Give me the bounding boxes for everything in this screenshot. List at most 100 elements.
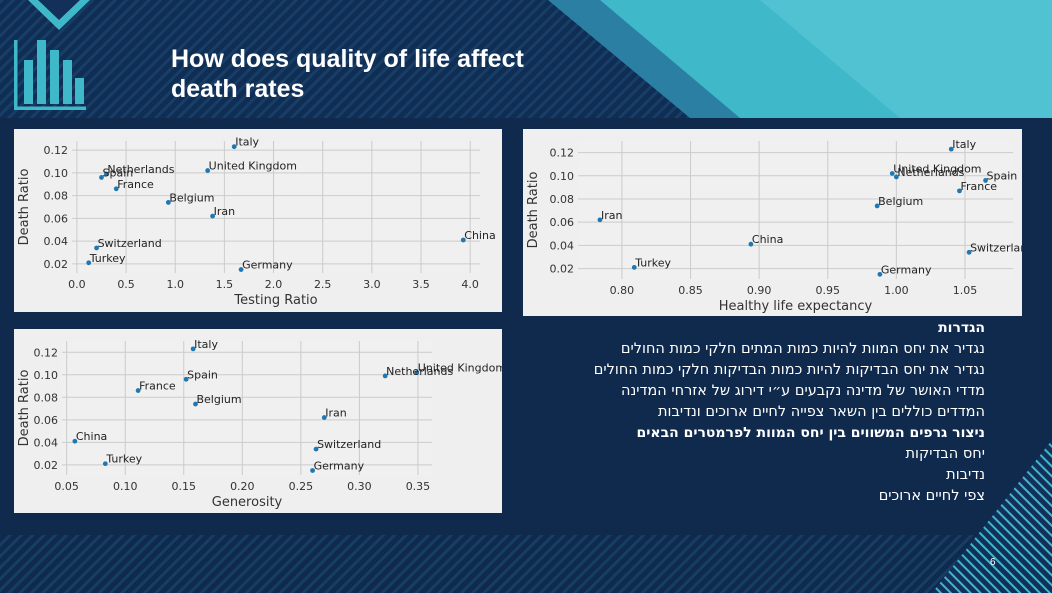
chart-0-x-tick-label: 4.0 xyxy=(461,278,479,291)
chart-0-point xyxy=(205,168,211,173)
chart-0-x-tick-label: 1.5 xyxy=(216,278,234,291)
chart-1-point-label: China xyxy=(752,233,783,246)
chart-1-y-axis-label: Death Ratio xyxy=(526,172,541,249)
chart-2-point-label: Turkey xyxy=(105,453,142,466)
chart-2-y-tick-label: 0.08 xyxy=(34,391,59,404)
chart-2-x-tick-label: 0.25 xyxy=(289,480,314,493)
chart-life-expectancy: 0.80 0.85 0.90 0.95 1.00 1.05 0.02 0.04 0.06 0.08… xyxy=(523,129,1022,316)
chart-2-point-label: France xyxy=(139,380,176,393)
chart-2-point xyxy=(382,373,388,379)
page-title: How does quality of life affect death ra… xyxy=(171,44,551,104)
chart-1-x-axis-label: Healthy life expectancy xyxy=(719,299,873,314)
param-item: צפי לחיים ארוכים xyxy=(878,488,985,504)
scatter-plot-testing: 0.0 0.5 1.0 1.5 2.0 2.5 3.0 3.5 4.0 0.02 0.04 0.06 0… xyxy=(14,129,502,312)
chart-1-point xyxy=(889,171,895,176)
chart-2-point xyxy=(414,370,420,375)
chart-0-point-label: Belgium xyxy=(169,191,214,204)
chart-2-point-label: United Kingdom xyxy=(418,362,502,375)
chart-0-y-tick-label: 0.08 xyxy=(44,190,69,203)
definition-line: נגדיר את יחס המוות להיות כמות המתים חלקי… xyxy=(620,341,985,357)
definition-line: המדדים כוללים בין השאר צפייה לחיים ארוכי… xyxy=(657,404,985,420)
chart-2-point-label: Germany xyxy=(314,459,365,472)
chart-0-y-tick-label: 0.10 xyxy=(44,167,69,180)
chart-0-point-label: Spain xyxy=(102,166,133,179)
chart-1-y-tick-label: 0.02 xyxy=(550,263,575,276)
chart-0-x-tick-label: 0.5 xyxy=(117,278,135,291)
definitions-heading: הגדרות xyxy=(938,320,985,336)
chart-2-point xyxy=(190,346,196,352)
chart-2-x-axis-label: Generosity xyxy=(212,495,283,510)
chart-testing-ratio: 0.0 0.5 1.0 1.5 2.0 2.5 3.0 3.5 4.0 0.02 0.04 0.06 0… xyxy=(14,129,502,312)
chart-0-y-axis-label: Death Ratio xyxy=(17,169,32,246)
chart-0-point xyxy=(238,267,244,272)
chart-0-y-tick-label: 0.06 xyxy=(44,212,69,225)
chart-1-y-tick-label: 0.06 xyxy=(550,216,575,229)
chart-2-point-label: Belgium xyxy=(196,393,241,406)
chart-0-point xyxy=(165,200,171,205)
chart-1-x-tick-label: 1.00 xyxy=(884,284,909,297)
chart-1-x-tick-label: 1.05 xyxy=(953,284,978,297)
chart-0-point-label: Turkey xyxy=(89,252,126,265)
chart-2-point-label: Spain xyxy=(187,368,218,381)
chart-2-point xyxy=(193,401,198,407)
chart-2-point-label: Iran xyxy=(325,407,347,420)
chart-0-point-label: Germany xyxy=(242,259,293,272)
chart-0-point xyxy=(104,171,109,177)
chart-1-point xyxy=(597,217,603,223)
chart-1-point-label: France xyxy=(960,180,997,193)
chart-1-point-label: Belgium xyxy=(878,195,923,208)
chart-0-x-tick-label: 3.0 xyxy=(363,278,381,291)
chart-2-y-tick-label: 0.12 xyxy=(34,346,59,359)
chart-0-point-label: Italy xyxy=(235,136,259,149)
chart-0-y-tick-label: 0.04 xyxy=(44,235,69,248)
chart-1-x-tick-label: 0.95 xyxy=(815,284,840,297)
chart-0-point xyxy=(460,237,466,243)
chart-2-point xyxy=(321,415,327,420)
chart-2-point xyxy=(102,461,108,467)
chart-1-point-label: Iran xyxy=(601,209,623,222)
chart-1-point xyxy=(631,265,637,270)
title-line-2: death rates xyxy=(171,75,305,103)
chart-2-y-tick-label: 0.04 xyxy=(34,436,59,449)
chart-2-point xyxy=(310,468,315,473)
chart-2-point xyxy=(183,376,189,382)
chart-1-x-tick-label: 0.80 xyxy=(610,284,635,297)
chart-0-point-label: Switzerland xyxy=(98,237,162,250)
chart-0-point-label: Iran xyxy=(214,205,236,218)
chart-0-point xyxy=(99,175,104,180)
definition-line: נגדיר את יחס הבדיקות להיות כמות הבדיקות … xyxy=(593,362,985,378)
chart-2-y-tick-label: 0.10 xyxy=(34,369,59,382)
graphs-heading: ניצור גרפים המשווים בין יחס המוות לפרמטר… xyxy=(636,425,985,441)
chart-1-y-tick-label: 0.04 xyxy=(550,239,575,252)
chart-1-plot-area xyxy=(578,141,1013,279)
chart-1-point xyxy=(983,178,988,183)
chart-0-x-tick-label: 2.5 xyxy=(314,278,332,291)
chart-1-point-label: United Kingdom xyxy=(893,162,981,175)
param-item: יחס הבדיקות xyxy=(905,446,985,462)
chart-1-point-label: Spain xyxy=(987,169,1018,182)
scatter-plot-life-expectancy: 0.80 0.85 0.90 0.95 1.00 1.05 0.02 0.04 0.06 0.08… xyxy=(523,129,1022,316)
chart-0-point xyxy=(231,144,237,150)
chart-2-plot-area xyxy=(62,341,432,475)
chart-2-x-tick-label: 0.30 xyxy=(347,480,372,493)
chart-1-point-label: Germany xyxy=(881,263,932,276)
chart-0-x-tick-label: 3.5 xyxy=(412,278,430,291)
chart-0-point-label: United Kingdom xyxy=(209,160,297,173)
chart-0-x-tick-label: 0.0 xyxy=(68,278,86,291)
chart-1-point-label: Switzerland xyxy=(970,241,1022,254)
chart-2-x-tick-label: 0.35 xyxy=(406,480,431,493)
chart-2-x-tick-label: 0.10 xyxy=(113,480,138,493)
chart-0-point xyxy=(210,213,215,219)
chart-1-x-tick-label: 0.90 xyxy=(747,284,772,297)
chart-0-y-tick-label: 0.12 xyxy=(44,144,69,157)
chart-0-point xyxy=(113,186,119,192)
definitions-text: הגדרות נגדיר את יחס המוות להיות כמות המת… xyxy=(540,318,985,507)
definition-line: מדדי האושר של מדינה נקבעים ע״י דירוג של … xyxy=(620,383,985,399)
chart-0-point-label: France xyxy=(117,178,154,191)
chart-2-y-tick-label: 0.06 xyxy=(34,414,59,427)
chart-0-point-label: Netherlands xyxy=(107,163,174,176)
chart-2-y-tick-label: 0.02 xyxy=(34,459,59,472)
page-number: 6 xyxy=(990,557,996,568)
chart-0-plot-area xyxy=(72,141,480,273)
chart-2-point xyxy=(72,438,78,444)
